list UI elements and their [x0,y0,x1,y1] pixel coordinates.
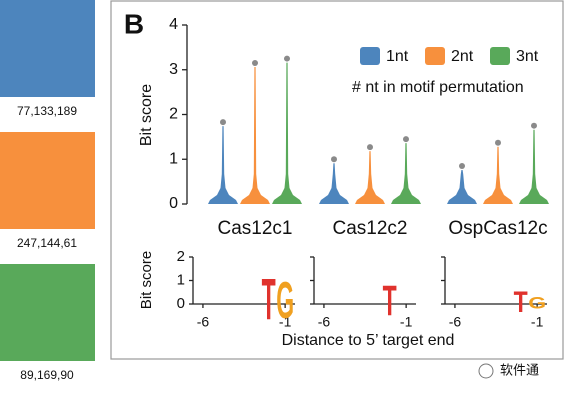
max-point [403,136,409,143]
color-swatch [0,0,95,97]
x-tick-label: -1 [531,314,544,330]
x-tick-label: -6 [318,314,331,330]
x-tick-label: OspCas12c [448,218,547,239]
max-point [220,119,226,126]
max-point [531,122,537,129]
legend-swatch [360,47,380,65]
y-tick-label: 0 [169,195,178,212]
violin [519,129,549,204]
swatch-label: 89,169,90 [20,368,74,382]
legend-swatch [490,47,510,65]
y-tick-label: 1 [169,150,178,167]
logo-letter: T [383,278,397,325]
legend-label: 3nt [516,48,539,65]
violin [240,67,270,204]
max-point [252,60,258,67]
watermark: 软件通 [500,362,539,377]
watermark-icon [478,363,494,379]
y-axis-label: Bit score [138,84,155,146]
swatch-label: 247,144,61 [17,236,77,250]
max-point [284,55,290,62]
logo-letter: T [514,285,528,318]
y-tick-label: 3 [169,61,178,78]
legend-label: 2nt [451,48,474,65]
max-point [495,139,501,146]
y-tick-label: 1 [177,271,185,288]
violin [391,143,421,204]
x-tick-label: -6 [197,314,210,330]
panel-frame [110,0,564,360]
max-point [331,156,337,163]
violin [483,146,513,204]
swatch-label: 77,133,189 [17,104,77,118]
max-point [459,162,465,169]
x-tick-label: -6 [449,314,462,330]
x-tick-label: -1 [400,314,413,330]
legend-label: 1nt [386,48,409,65]
x-tick-label: Cas12c1 [218,218,293,239]
y-axis-label: Bit score [138,251,155,309]
x-tick-label: Cas12c2 [333,218,408,239]
x-axis-label: Distance to 5’ target end [282,332,455,349]
legend-title: # nt in motif permutation [352,79,524,96]
color-swatch [0,264,95,361]
panel-label: B [124,8,144,39]
violin [355,151,385,204]
violin [272,62,302,204]
violin [208,126,238,204]
color-swatch [0,132,95,229]
y-tick-label: 4 [169,16,178,33]
violin [447,169,477,204]
logo-letter: G [528,294,546,312]
max-point [367,144,373,151]
logo-letter: G [276,270,294,330]
x-tick-label: -1 [279,314,292,330]
y-tick-label: 0 [177,295,185,312]
y-tick-label: 2 [177,248,185,265]
legend-swatch [425,47,445,65]
violin [319,163,349,204]
y-tick-label: 2 [169,106,178,123]
logo-letter: T [262,268,276,333]
